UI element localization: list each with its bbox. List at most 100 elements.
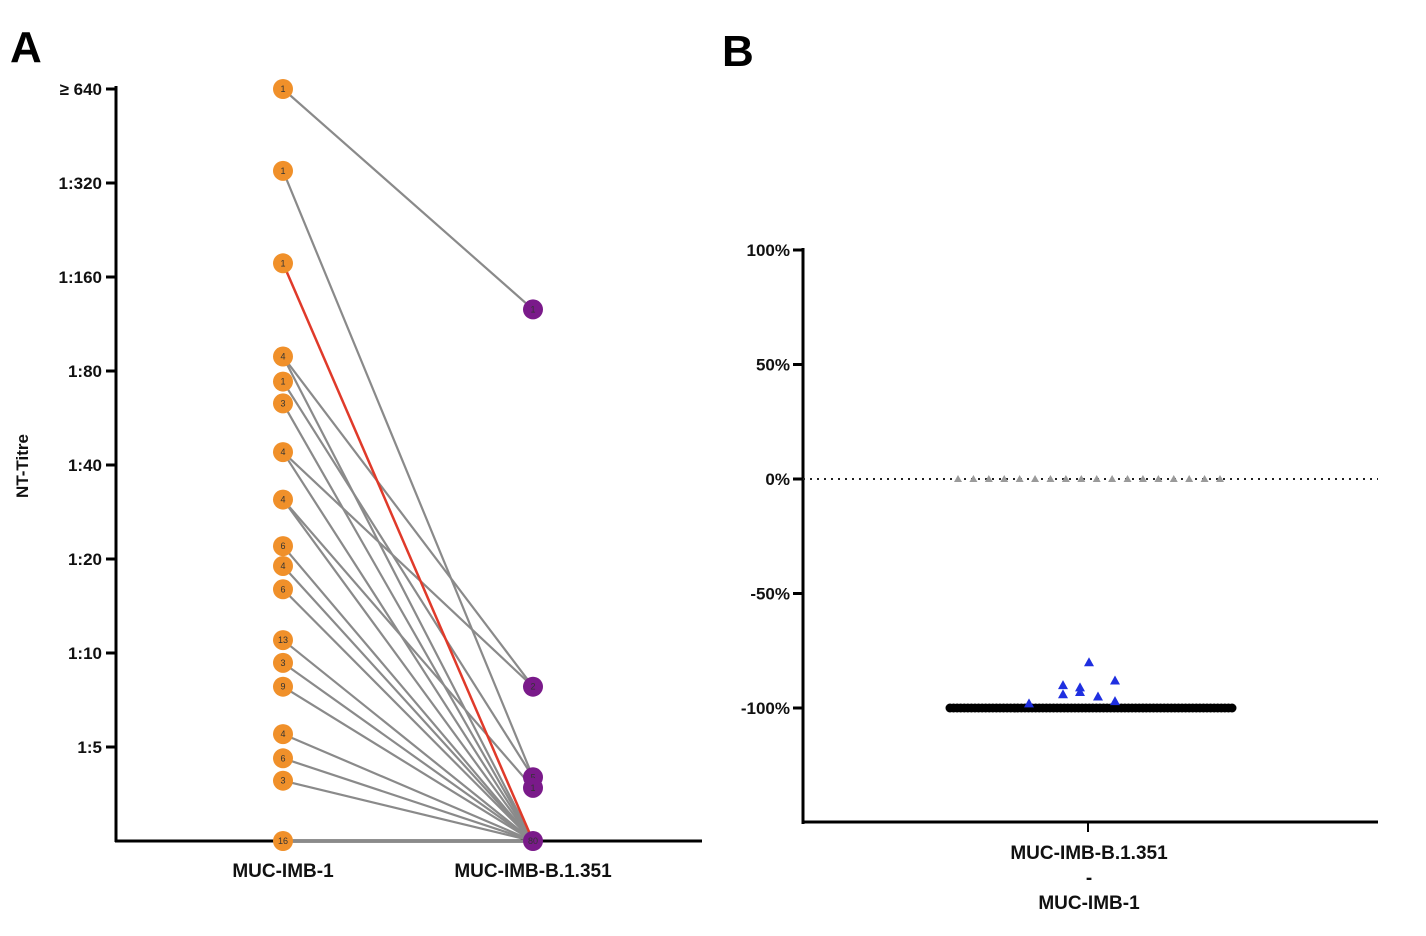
data-point-triangle [1075,682,1085,692]
point-count-label: 2 [530,682,535,692]
data-point [273,652,293,673]
y-tick-label: 1:80 [68,362,102,381]
point-count-label: 6 [280,584,285,594]
data-point-triangle [1216,475,1224,482]
x-category-label-b-line3: MUC-IMB-1 [1038,893,1140,914]
data-point-triangle [1046,475,1055,482]
y-tick-label: -100% [741,699,790,718]
point-count-label: 3 [280,398,285,408]
data-point [273,579,293,600]
data-point [273,393,293,414]
point-count-label: 1 [530,304,535,314]
panel-label-b: B [722,27,754,76]
point-count-label: 4 [280,352,285,362]
data-point-triangle [984,475,993,482]
connection-line [282,380,534,778]
y-tick-label: -50% [750,585,790,604]
data-point [273,160,293,181]
data-point [273,831,293,851]
data-point [273,346,293,367]
data-point [273,630,293,651]
point-count-label: 1 [280,84,285,94]
data-point-triangle [1169,475,1178,482]
data-point [273,676,293,697]
data-point-triangle [1031,475,1040,482]
point-count-label: 4 [280,729,285,739]
y-tick-label: 100% [747,241,790,260]
connection-line [282,451,534,688]
point-count-label: 1 [280,377,285,387]
connection-line [282,757,534,843]
connection-line [282,639,534,842]
y-tick-label: 1:40 [68,456,102,475]
data-point [273,442,293,463]
data-point-triangle [1015,475,1024,482]
connection-line [282,356,534,842]
data-point-triangle [1185,475,1194,482]
data-point [273,253,293,274]
y-tick-label: 1:320 [59,174,102,193]
data-point [273,489,293,510]
data-point-circle [1227,703,1237,713]
data-point [273,770,293,791]
point-count-label: 5 [530,772,535,782]
x-category-label: MUC-IMB-1 [232,861,334,882]
data-point [273,536,293,557]
point-count-label: 4 [280,495,285,505]
data-point-triangle [1093,691,1103,701]
data-point-triangle [1077,475,1086,482]
y-tick-label: 1:10 [68,644,102,663]
data-point-triangle [1138,475,1147,482]
data-point [523,299,543,320]
y-tick-label: 1:5 [77,738,102,757]
connection-line [282,779,534,843]
point-count-label: 16 [278,836,288,846]
x-category-label-b-line1: MUC-IMB-B.1.351 [1010,843,1168,864]
data-point-triangle [1000,475,1009,482]
point-count-label: 3 [280,776,285,786]
y-tick-label: 1:160 [59,268,102,287]
data-point [273,371,293,392]
point-count-label: 13 [278,635,288,645]
connection-line [282,451,534,842]
connection-line [282,88,534,311]
data-point [273,748,293,769]
connection-line [282,685,534,842]
data-point-triangle [1110,675,1120,685]
y-tick-label: 1:20 [68,550,102,569]
x-category-label-b-line2: - [1086,868,1092,889]
data-point-triangle [1200,475,1209,482]
point-count-label: 4 [280,561,285,571]
point-count-label: 6 [280,753,285,763]
data-point [273,724,293,745]
y-tick-label: ≥ 640 [60,80,102,99]
y-tick-label: 0% [765,470,790,489]
point-count-label: 1 [280,258,285,268]
data-point-triangle [1058,689,1068,699]
point-count-label: 80 [528,836,538,846]
connection-line [282,661,534,842]
connection-line [282,402,534,842]
connection-line [282,588,534,842]
point-count-label: 1 [280,166,285,176]
point-count-label: 1 [530,783,535,793]
data-point-triangle [1092,475,1101,482]
data-point-triangle [969,475,978,482]
data-point-triangle [1108,475,1117,482]
data-point-triangle [1061,475,1070,482]
highlight-connection-line [281,262,535,842]
connection-line [282,498,534,842]
data-point-triangle [1123,475,1132,482]
data-point [523,831,543,851]
data-point-triangle [1154,475,1163,482]
connection-line [282,355,534,688]
data-point [273,79,293,99]
y-axis-label-a: NT-Titre [13,434,32,498]
data-point [523,676,543,697]
data-point-triangle [1058,680,1068,690]
x-category-label: MUC-IMB-B.1.351 [454,861,612,882]
data-point [523,777,543,798]
point-count-label: 3 [280,658,285,668]
